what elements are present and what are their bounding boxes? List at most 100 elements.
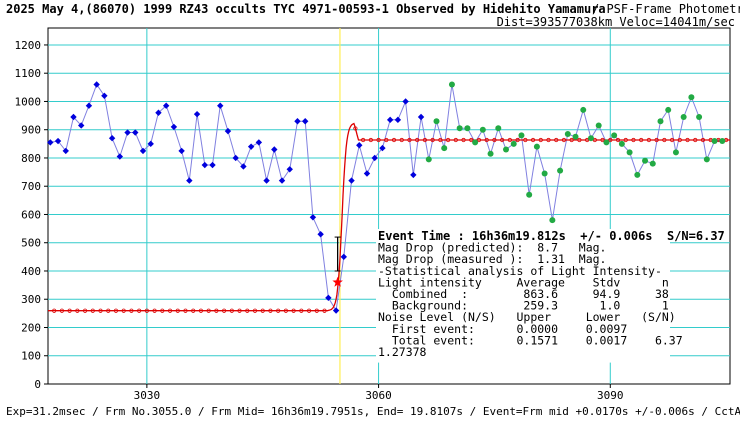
data-point-green	[626, 149, 633, 156]
model-point	[237, 308, 242, 313]
model-point	[376, 137, 381, 143]
data-point-blue	[386, 116, 394, 124]
x-tick-label: 3060	[365, 389, 392, 402]
data-point-green	[433, 118, 440, 125]
data-point-blue	[170, 123, 178, 131]
model-point	[52, 308, 57, 313]
model-point	[75, 308, 80, 313]
data-point-green	[657, 118, 664, 125]
model-point	[98, 308, 103, 313]
data-point-green	[672, 149, 679, 156]
data-point-green	[503, 146, 510, 153]
data-point-blue	[325, 294, 332, 302]
data-point-blue	[348, 177, 355, 184]
data-point-green	[533, 143, 540, 150]
model-point	[515, 137, 520, 143]
annotation-panel-bg	[376, 229, 670, 363]
model-point	[654, 137, 659, 143]
y-tick-label: 400	[21, 265, 41, 278]
y-tick-label: 1200	[15, 39, 42, 52]
model-point	[615, 137, 621, 143]
y-tick-label: 900	[21, 124, 41, 137]
data-point-green	[510, 140, 517, 147]
model-point	[484, 137, 489, 143]
data-point-green	[564, 130, 571, 137]
chart-title: 2025 May 4,(86070) 1999 RZ43 occults TYC…	[6, 2, 606, 16]
data-point-green	[634, 171, 641, 178]
data-point-blue	[186, 177, 193, 184]
data-point-green	[495, 125, 502, 132]
data-point-green	[688, 94, 695, 101]
model-point	[391, 137, 397, 143]
data-point-blue	[209, 161, 216, 169]
data-point-blue	[271, 146, 278, 153]
data-point-green	[649, 160, 656, 167]
data-point-blue	[217, 102, 224, 109]
model-point	[229, 308, 234, 313]
annotation-line: Total event: 0.1571 0.0017 6.37	[378, 333, 683, 347]
model-point	[160, 308, 165, 313]
model-point	[407, 137, 412, 143]
data-point-blue	[263, 177, 270, 184]
annotation-line: Combined : 863.6 94.9 38	[378, 287, 669, 301]
data-point-blue	[193, 110, 201, 118]
model-point	[306, 308, 312, 313]
data-point-green	[549, 217, 556, 224]
data-point-green	[441, 145, 448, 152]
data-point-blue	[124, 129, 131, 136]
model-point	[693, 137, 698, 143]
model-point	[600, 137, 605, 143]
y-tick-label: 200	[21, 321, 41, 334]
data-point-blue	[108, 134, 116, 142]
model-point	[546, 137, 551, 143]
model-point	[283, 308, 288, 313]
data-point-green	[603, 139, 610, 146]
data-point-blue	[70, 113, 77, 121]
annotation-line: 1.27378	[378, 345, 427, 359]
model-point	[245, 308, 250, 313]
data-point-blue	[116, 153, 124, 160]
model-point	[631, 137, 636, 143]
data-point-blue	[340, 253, 348, 261]
data-point-blue	[85, 102, 93, 109]
data-point-blue	[410, 171, 417, 179]
y-tick-label: 800	[21, 152, 41, 165]
model-point	[646, 137, 652, 143]
chart-subtitle: Dist=393577038km Veloc=14041m/sec	[497, 15, 735, 29]
x-tick-label: 3090	[597, 389, 624, 402]
y-tick-label: 600	[21, 208, 41, 221]
data-point-blue	[371, 154, 378, 162]
model-point	[415, 137, 420, 143]
model-point	[461, 137, 466, 143]
data-point-green	[580, 106, 587, 113]
data-point-green	[464, 125, 471, 132]
data-point-blue	[93, 81, 100, 88]
model-point	[198, 308, 204, 313]
model-point	[523, 137, 528, 143]
model-point	[422, 137, 428, 143]
data-point-green	[456, 125, 463, 132]
data-point-blue	[294, 118, 301, 125]
model-point	[445, 137, 451, 143]
annotation-line: Light intensity Average Stdv n	[378, 275, 669, 289]
model-point	[221, 308, 227, 313]
data-point-green	[518, 132, 525, 139]
model-point	[453, 137, 458, 143]
model-point	[167, 308, 173, 313]
y-tick-label: 300	[21, 293, 41, 306]
model-point	[144, 308, 149, 313]
model-point	[623, 137, 628, 143]
data-point-blue	[78, 122, 85, 129]
data-point-blue	[278, 177, 286, 184]
model-point	[252, 308, 258, 313]
data-point-blue	[402, 98, 409, 105]
data-point-blue	[101, 92, 108, 100]
model-point	[121, 308, 126, 313]
data-point-blue	[301, 118, 309, 125]
data-point-blue	[147, 140, 154, 148]
data-point-blue	[332, 307, 340, 314]
annotation-line: -Statistical analysis of Light Intensity…	[378, 264, 662, 278]
event-star-marker	[332, 276, 343, 287]
model-point	[129, 308, 134, 313]
data-point-blue	[54, 137, 62, 145]
